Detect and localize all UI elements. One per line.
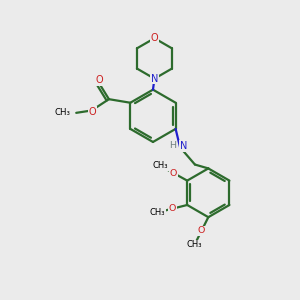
Text: CH₃: CH₃	[152, 161, 168, 170]
Text: O: O	[88, 107, 96, 117]
Text: O: O	[169, 204, 176, 213]
Text: CH₃: CH₃	[187, 240, 202, 249]
Text: O: O	[96, 75, 103, 85]
Text: CH₃: CH₃	[149, 208, 165, 217]
Text: O: O	[198, 226, 205, 236]
Text: O: O	[151, 33, 158, 43]
Text: CH₃: CH₃	[55, 108, 71, 117]
Text: N: N	[151, 74, 158, 84]
Text: O: O	[170, 169, 177, 178]
Text: N: N	[180, 141, 187, 151]
Text: H: H	[169, 141, 176, 150]
